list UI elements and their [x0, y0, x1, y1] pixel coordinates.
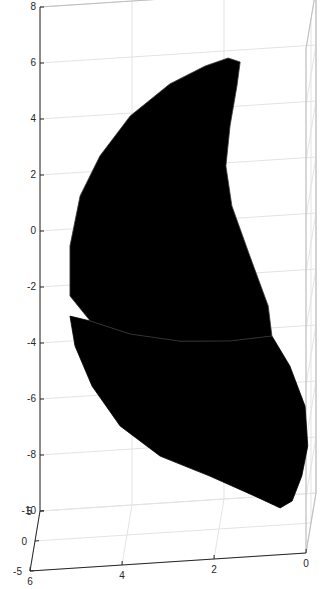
x-axis-line	[30, 553, 306, 571]
y-tick	[35, 540, 39, 541]
surface	[70, 58, 308, 508]
z-tick-label: 0	[30, 225, 36, 236]
z-tick	[40, 231, 44, 232]
grid-line	[306, 45, 316, 105]
box	[40, 0, 316, 553]
y-tick-label: -5	[13, 566, 22, 577]
x-tick-label: 2	[211, 564, 217, 575]
z-tick	[40, 455, 44, 456]
grid-line	[40, 7, 41, 511]
y-axis-line	[30, 511, 40, 571]
x-tick-label: 4	[119, 570, 125, 581]
grid-line	[306, 0, 316, 49]
grid-line	[35, 523, 311, 541]
z-tick-label: -4	[27, 337, 36, 348]
grid-line	[316, 0, 317, 493]
box-edge	[316, 0, 317, 493]
x-tick	[214, 555, 215, 559]
grid	[30, 0, 316, 571]
grid-line	[40, 45, 316, 63]
surface-patch	[70, 58, 272, 341]
grid-line	[311, 19, 312, 523]
grid-line	[30, 511, 40, 571]
box-edge	[40, 0, 316, 7]
grid-line	[306, 101, 316, 161]
box-edge	[306, 49, 307, 553]
z-tick-label: -10	[22, 505, 37, 516]
z-tick	[40, 119, 44, 120]
z-axis-line	[40, 7, 41, 511]
z-tick	[40, 175, 44, 176]
z-tick	[40, 63, 44, 64]
z-tick	[40, 399, 44, 400]
y-tick	[40, 510, 44, 511]
x-tick	[306, 549, 307, 553]
grid-line	[306, 325, 316, 385]
chart: -10 -8 -6 -4 -2 0 2 4 6 8 -5 0 5 0 2 4 6	[0, 0, 330, 589]
axes: -10 -8 -6 -4 -2 0 2 4 6 8 -5 0 5 0 2 4 6	[13, 1, 309, 587]
z-tick-label: -6	[27, 393, 36, 404]
grid-line	[306, 49, 307, 553]
z-tick-label: 6	[30, 57, 36, 68]
grid-line	[306, 213, 316, 273]
z-tick-label: 8	[30, 1, 36, 12]
grid-line	[30, 553, 306, 571]
grid-line	[306, 381, 316, 441]
z-tick	[40, 511, 44, 512]
x-tick	[122, 561, 123, 565]
x-tick-label: 0	[303, 558, 309, 569]
grid-line	[40, 0, 316, 7]
z-tick-label: 4	[30, 113, 36, 124]
y-tick-label: 5	[26, 506, 32, 517]
z-tick-label: -8	[27, 449, 36, 460]
z-tick-label: -2	[27, 281, 36, 292]
z-tick	[40, 287, 44, 288]
grid-line	[306, 493, 316, 553]
box-edge	[306, 0, 316, 49]
x-tick	[30, 567, 31, 571]
z-tick-label: 2	[30, 169, 36, 180]
box-edge	[306, 493, 316, 553]
grid-line	[306, 157, 316, 217]
z-tick	[40, 343, 44, 344]
y-tick-label: 0	[21, 536, 27, 547]
z-tick	[40, 7, 44, 8]
surface-patch	[70, 316, 308, 508]
grid-line	[316, 0, 317, 493]
grid-line	[306, 269, 316, 329]
x-tick-label: 6	[27, 576, 33, 587]
